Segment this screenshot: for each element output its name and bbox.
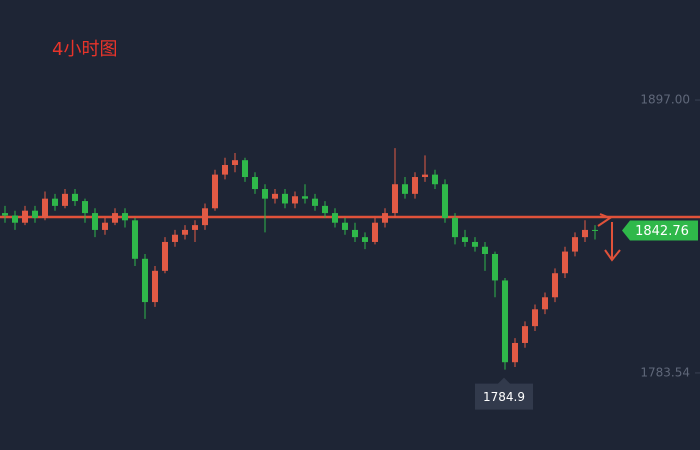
candle-body [202, 208, 208, 226]
candle-body [232, 160, 238, 165]
price-tag [622, 220, 698, 241]
candle-body [442, 184, 448, 218]
candle-body [352, 229, 358, 238]
candle-body [62, 193, 68, 206]
candle-body [212, 174, 218, 209]
candle-body [472, 241, 478, 247]
low-marker-label: 1784.9 [483, 390, 525, 404]
candle-body [362, 237, 368, 242]
candle-body [12, 215, 18, 223]
candle-body [522, 326, 528, 343]
candle-body [332, 213, 338, 223]
candle-body [402, 184, 408, 194]
candle-body [392, 184, 398, 214]
candle-body [512, 342, 518, 363]
candle-body [312, 198, 318, 206]
candle-body [252, 177, 258, 190]
candle-body [242, 160, 248, 178]
price-tag-label: 1842.76 [635, 224, 689, 239]
candle-body [42, 198, 48, 218]
candle-body [122, 213, 128, 221]
candle-body [372, 222, 378, 242]
candle-body [262, 189, 268, 199]
candle-body [542, 297, 548, 310]
candle-body [192, 225, 198, 230]
candle-body [72, 193, 78, 202]
candle-body [52, 198, 58, 206]
candle-body [32, 210, 38, 218]
candle-body [132, 220, 138, 259]
candle-body [292, 196, 298, 204]
candle-body [92, 213, 98, 230]
candle-body [492, 253, 498, 281]
candle-body [452, 217, 458, 238]
candle-body [272, 193, 278, 199]
candle-body [562, 251, 568, 274]
arrows [597, 213, 621, 262]
candle-body [572, 237, 578, 252]
up-arrow [597, 213, 613, 227]
candle-body [152, 270, 158, 303]
candle-body [502, 280, 508, 363]
candle-body [302, 196, 308, 199]
y-tick-label: 1897.00 [640, 93, 690, 107]
candle-body [532, 309, 538, 327]
candle-body [112, 213, 118, 223]
candle-body [102, 222, 108, 230]
candle-body [462, 237, 468, 242]
candle-body [282, 193, 288, 204]
candle-body [172, 234, 178, 242]
candle-body [142, 258, 148, 303]
candle-body [592, 229, 598, 231]
candle-body [412, 177, 418, 194]
candle-body [552, 273, 558, 298]
candle-body [182, 229, 188, 235]
y-tick-label: 1783.54 [640, 365, 690, 379]
candle-body [422, 174, 428, 178]
candle-body [432, 174, 438, 185]
candle-body [162, 241, 168, 271]
candle-body [322, 205, 328, 214]
down-arrow [604, 222, 621, 262]
candle-body [2, 213, 8, 216]
low-marker-box [475, 377, 533, 410]
candle-body [342, 222, 348, 230]
candle-body [82, 201, 88, 214]
chart-title: 4小时图 [52, 39, 117, 60]
candle-body [382, 213, 388, 223]
candle-body [222, 164, 228, 175]
candle-body [22, 210, 28, 223]
candle-body [482, 246, 488, 254]
candle-body [582, 229, 588, 238]
